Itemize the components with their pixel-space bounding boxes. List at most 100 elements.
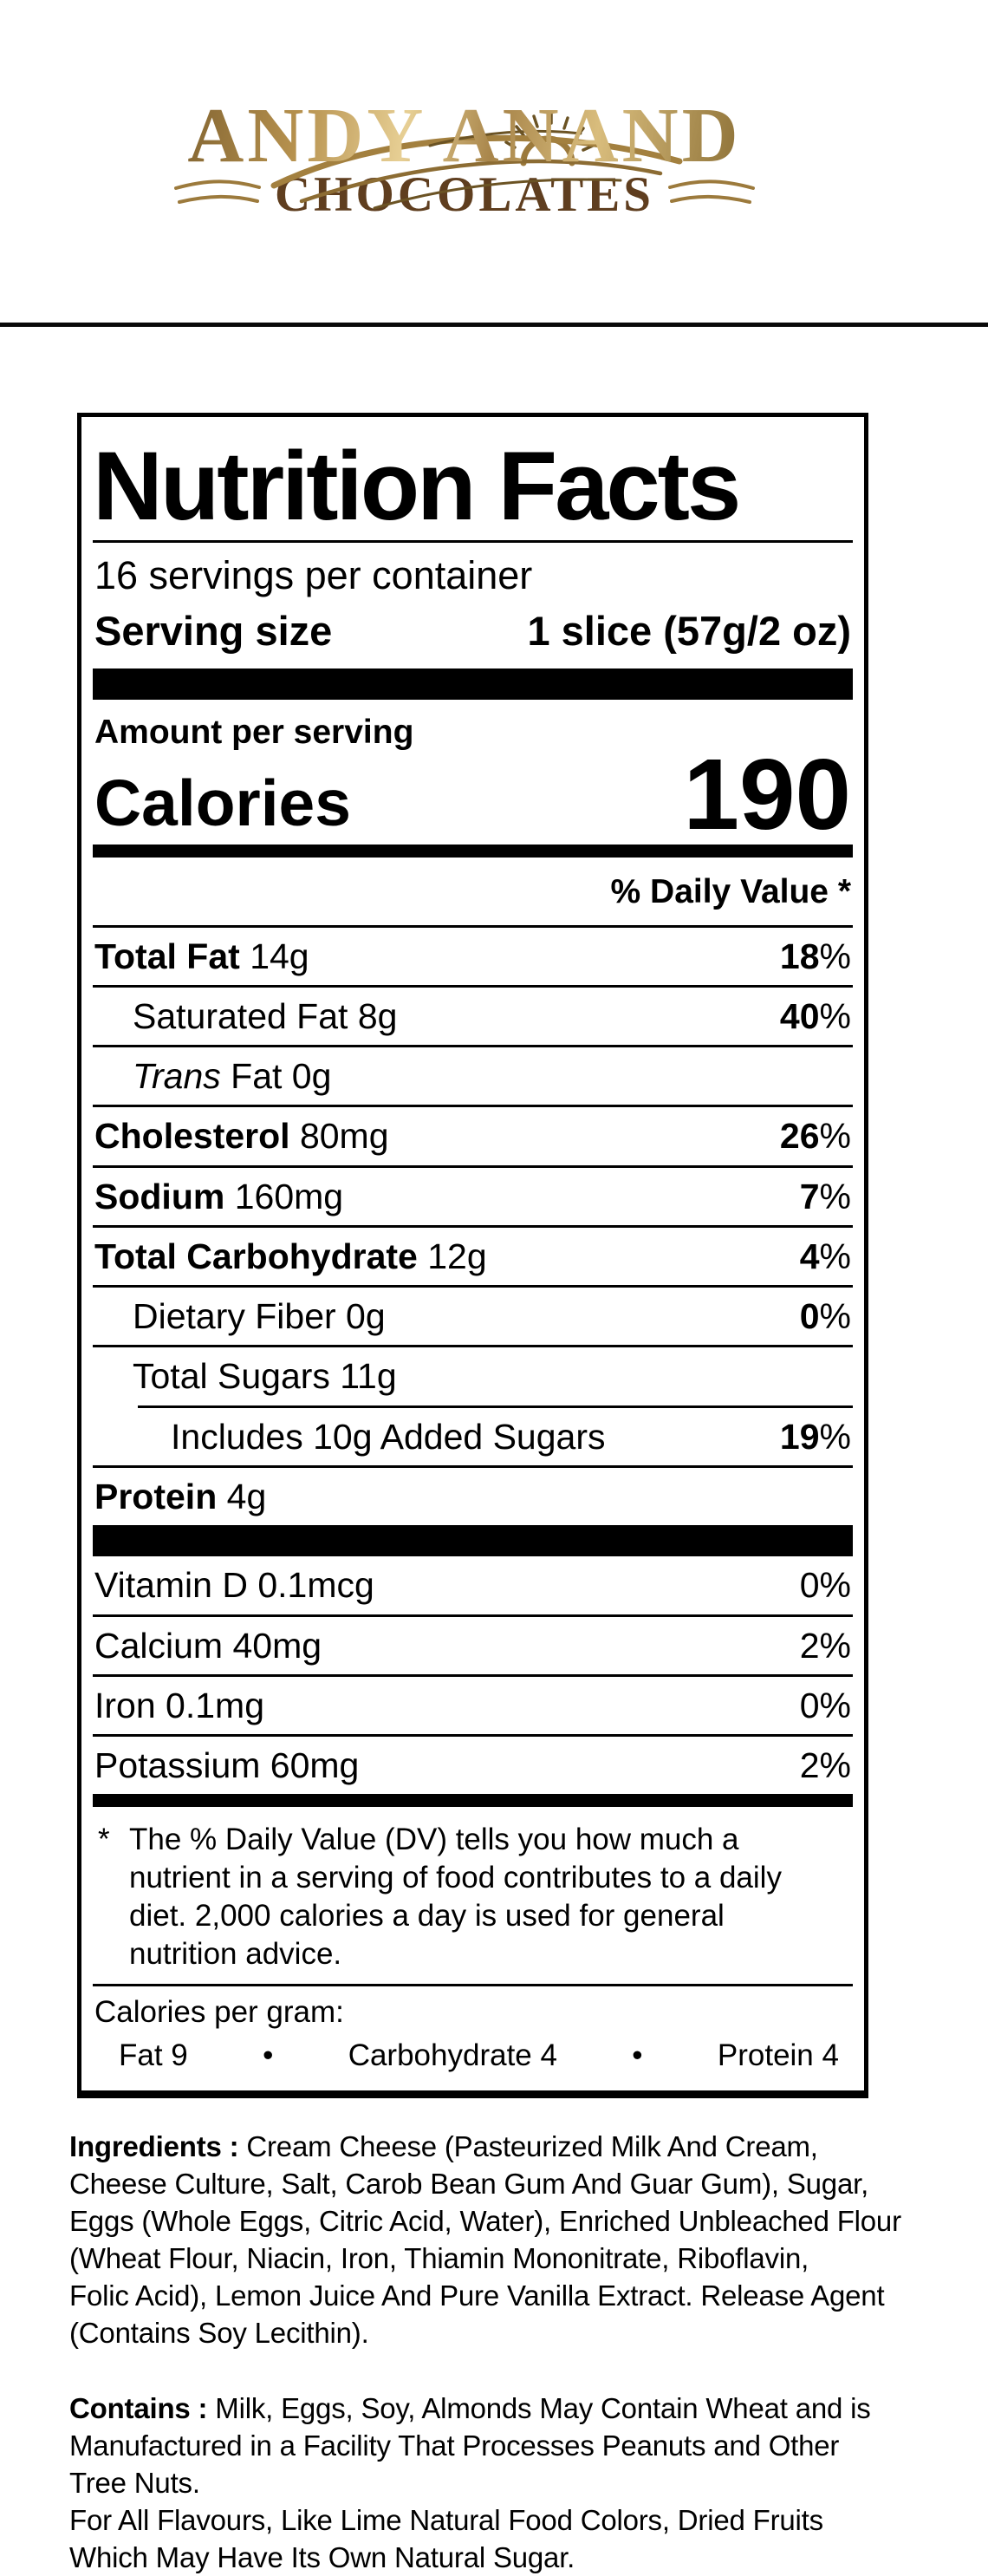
calories-per-gram: Calories per gram: Fat 9 • Carbohydrate … — [93, 1986, 853, 2090]
nutrient-row-added-sugars: Includes 10g Added Sugars 19% — [93, 1408, 853, 1465]
divider — [93, 924, 853, 928]
contains-line: For All Flavours, Like Lime Natural Food… — [69, 2503, 823, 2536]
divider — [93, 1224, 853, 1228]
nutrient-label: Saturated Fat 8g — [133, 995, 398, 1036]
divider — [93, 1285, 853, 1288]
nutrient-percent: 4% — [799, 1236, 851, 1276]
divider-indented — [138, 1405, 853, 1408]
divider — [93, 984, 853, 988]
nutrient-row-total-carbohydrate: Total Carbohydrate 12g 4% — [93, 1228, 853, 1285]
footnote-text: The % Daily Value (DV) tells you how muc… — [129, 1821, 782, 1973]
nutrient-label: Includes 10g Added Sugars — [171, 1416, 606, 1457]
vitamin-percent: 2% — [799, 1625, 851, 1666]
footnote-line: nutrient in a serving of food contribute… — [129, 1861, 782, 1895]
nutrition-facts-title: Nutrition Facts — [93, 432, 741, 540]
ingredients-line: (Wheat Flour, Niacin, Iron, Thiamin Mono… — [69, 2241, 809, 2274]
daily-value-footnote: * The % Daily Value (DV) tells you how m… — [93, 1807, 853, 1984]
nutrient-percent: 0% — [799, 1296, 851, 1337]
calories-per-gram-heading: Calories per gram: — [94, 1995, 344, 2030]
vitamin-label: Vitamin D 0.1mcg — [94, 1565, 374, 1606]
divider — [93, 1464, 853, 1468]
nutrient-row-dietary-fiber: Dietary Fiber 0g 0% — [93, 1288, 853, 1345]
servings-per-container: 16 servings per container — [94, 553, 533, 597]
ingredients-heading: Ingredients : — [69, 2129, 239, 2162]
nutrition-facts-panel: Nutrition Facts 16 servings per containe… — [77, 413, 868, 2098]
thick-bar — [93, 1525, 853, 1557]
divider — [93, 1164, 853, 1168]
amount-per-serving: Amount per serving — [94, 714, 414, 751]
vitamin-percent: 0% — [799, 1685, 851, 1725]
vitamin-percent: 2% — [799, 1745, 851, 1786]
ingredients-paragraph: Ingredients : Cream Cheese (Pasteurized … — [69, 2128, 948, 2351]
ingredients-line: Eggs (Whole Eggs, Citric Acid, Water), E… — [69, 2204, 901, 2237]
vitamin-row-calcium: Calcium 40mg 2% — [93, 1617, 853, 1674]
calories-value: 190 — [683, 738, 851, 851]
nutrient-row-total-sugars: Total Sugars 11g — [93, 1347, 853, 1405]
nutrient-label: Protein 4g — [94, 1476, 267, 1516]
brand-subtitle-row: CHOCOLATES — [170, 170, 759, 219]
serving-size-row: Serving size 1 slice (57g/2 oz) — [93, 600, 853, 668]
daily-value-header: % Daily Value * — [610, 872, 851, 910]
ingredients-line: Ingredients : Cream Cheese (Pasteurized … — [69, 2129, 818, 2162]
contains-line: Contains : Milk, Eggs, Soy, Almonds May … — [69, 2391, 871, 2424]
nutrient-row-trans-fat: Trans Fat 0g — [93, 1047, 853, 1105]
nutrient-label: Dietary Fiber 0g — [133, 1296, 386, 1337]
footnote-asterisk: * — [98, 1823, 110, 1857]
body-text: Ingredients : Cream Cheese (Pasteurized … — [69, 2128, 948, 2576]
brand-logo: ANDY ANAND CHOCOLATES — [170, 97, 759, 316]
nutrient-label: Sodium 160mg — [94, 1176, 344, 1216]
cpg-carbohydrate: Carbohydrate 4 — [348, 2038, 557, 2073]
calories-row: Calories 190 — [93, 738, 853, 851]
vitamin-row-vitamin-d: Vitamin D 0.1mcg 0% — [93, 1556, 853, 1614]
divider — [93, 1673, 853, 1677]
nutrient-percent: 18% — [779, 936, 851, 976]
ingredients-line: Cheese Culture, Salt, Carob Bean Gum And… — [69, 2167, 869, 2200]
brand-name: ANDY ANAND — [170, 97, 759, 175]
contains-line: Which May Have Its Own Natural Sugar. — [69, 2540, 575, 2573]
nutrient-label: Cholesterol 80mg — [94, 1116, 389, 1157]
medium-bar — [93, 1794, 853, 1808]
divider — [93, 1345, 853, 1348]
flourish-right-icon — [668, 179, 756, 204]
cpg-protein: Protein 4 — [717, 2038, 839, 2073]
divider — [93, 540, 853, 543]
footnote-line: nutrition advice. — [129, 1937, 342, 1972]
nutrient-label: Total Carbohydrate 12g — [94, 1236, 487, 1276]
contains-line: Tree Nuts. — [69, 2466, 200, 2499]
vitamin-label: Calcium 40mg — [94, 1625, 322, 1666]
nutrient-percent: 7% — [799, 1176, 851, 1216]
header-divider — [0, 323, 988, 327]
medium-bar — [93, 844, 853, 858]
flourish-left-icon — [173, 179, 261, 204]
divider — [93, 1614, 853, 1617]
vitamin-label: Potassium 60mg — [94, 1745, 360, 1786]
nutrient-percent: 26% — [779, 1116, 851, 1157]
vitamin-label: Iron 0.1mg — [94, 1685, 264, 1725]
nutrient-row-saturated-fat: Saturated Fat 8g 40% — [93, 988, 853, 1045]
vitamin-row-iron: Iron 0.1mg 0% — [93, 1677, 853, 1734]
nutrient-label: Total Sugars 11g — [133, 1356, 397, 1397]
nutrient-label: Total Fat 14g — [94, 936, 309, 976]
divider — [93, 1105, 853, 1108]
bullet-icon: • — [263, 2038, 274, 2073]
nutrient-row-total-fat: Total Fat 14g 18% — [93, 928, 853, 985]
nutrient-row-sodium: Sodium 160mg 7% — [93, 1168, 853, 1225]
nutrient-label: Trans Fat 0g — [133, 1056, 332, 1097]
serving-size-label: Serving size — [94, 608, 333, 654]
vitamin-row-potassium: Potassium 60mg 2% — [93, 1737, 853, 1794]
cpg-fat: Fat 9 — [119, 2038, 188, 2073]
nutrient-percent: 40% — [779, 995, 851, 1036]
nutrient-row-cholesterol: Cholesterol 80mg 26% — [93, 1107, 853, 1164]
calories-label: Calories — [94, 766, 351, 839]
sun-and-wheat-swoosh-icon — [270, 111, 683, 210]
serving-size-value: 1 slice (57g/2 oz) — [527, 608, 851, 654]
vitamin-percent: 0% — [799, 1565, 851, 1606]
nutrient-row-protein: Protein 4g — [93, 1468, 853, 1525]
footnote-line: The % Daily Value (DV) tells you how muc… — [129, 1823, 739, 1857]
thick-bar — [93, 668, 853, 700]
ingredients-line: Folic Acid), Lemon Juice And Pure Vanill… — [69, 2279, 885, 2312]
footnote-line: diet. 2,000 calories a day is used for g… — [129, 1899, 725, 1934]
bullet-icon: • — [632, 2038, 643, 2073]
divider — [93, 1984, 853, 1987]
brand-subtitle: CHOCOLATES — [274, 167, 655, 222]
